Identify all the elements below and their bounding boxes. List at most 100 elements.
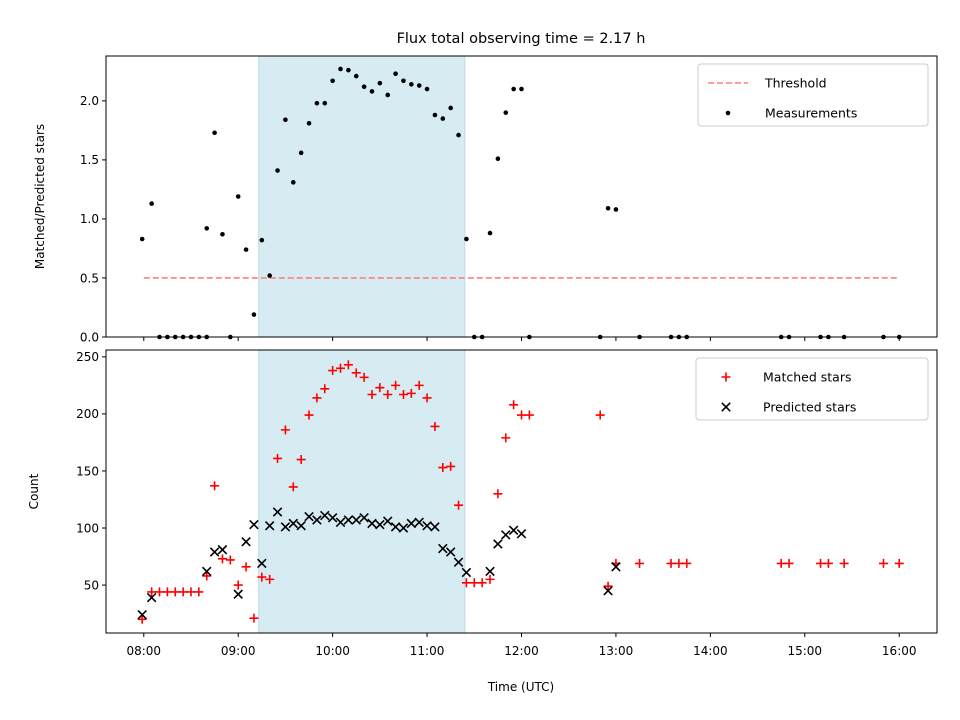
matched-star-point [328,366,338,376]
predicted-star-point [611,562,621,572]
y-tick-label: 150 [76,464,99,478]
matched-star-point [194,587,204,597]
predicted-star-point [485,566,495,577]
x-tick-label: 09:00 [221,644,256,658]
matched-star-point [509,400,519,410]
predicted-star-point [272,507,283,517]
chart-title: Flux total observing time = 2.17 h [397,31,646,47]
measurement-point [613,207,619,212]
measurement-point [204,226,210,231]
measurement-point [338,66,343,72]
matched-star-point [343,360,353,370]
measurement-point [464,236,469,242]
x-tick-label: 08:00 [126,644,161,658]
legend-label: Matched stars [763,370,851,385]
predicted-star-point [375,519,385,530]
y-tick-label: 1.0 [80,212,99,226]
matched-star-point [595,410,605,420]
matched-star-point [477,578,487,588]
predicted-star-point [257,558,267,569]
matched-star-point [524,410,534,420]
x-tick-label: 15:00 [787,644,822,658]
matched-star-point [210,481,220,491]
matched-star-point [233,580,243,590]
observing-window-shade [258,55,466,338]
predicted-star-point [422,520,432,531]
legend-box [697,63,929,127]
measurement-point [139,236,145,242]
matched-star-point [265,574,275,584]
top-x-tick-marks [143,337,900,341]
predicted-star-point [288,518,299,529]
matched-star-point [257,572,267,582]
predicted-star-point [280,522,291,532]
predicted-star-point [500,530,511,540]
predicted-star-point [233,589,243,599]
matched-star-point [225,555,235,565]
predicted-star-point [453,557,464,568]
measurement-point [440,116,446,121]
measurement-point [149,201,154,206]
predicted-star-point [438,543,448,554]
matched-star-point [273,453,283,463]
predicted-star-point [414,517,424,528]
matched-star-point [241,562,251,572]
predicted-star-point [445,547,456,557]
legend-measurements-handle [725,110,731,116]
legend-matched-handle [721,372,731,382]
predicted-star-point [320,510,330,521]
top-panel: Flux total observing time = 2.17 h 0.00.… [33,31,938,344]
matched-star-point [391,380,401,390]
measurement-point [409,82,414,87]
x-tick-label: 11:00 [410,644,445,658]
y-tick-label: 2.0 [80,94,99,108]
matched-star-point [839,558,849,568]
measurement-point [251,312,257,317]
measurement-point [346,67,351,73]
matched-star-point [162,587,172,597]
y-tick-label: 100 [76,521,99,535]
matched-star-point [682,558,692,568]
measurement-point [401,78,406,84]
matched-star-point [375,383,385,393]
x-tick-label: 13:00 [599,644,634,658]
matched-star-point [823,558,833,568]
matched-star-point [249,613,259,623]
bottom-y-axis-label: Count [27,473,41,509]
matched-star-point [878,558,888,568]
matched-star-point [155,587,165,597]
x-tick-label: 14:00 [693,644,728,658]
predicted-star-point [201,566,212,577]
matched-star-point [320,384,330,394]
predicted-star-point [217,544,228,555]
measurement-point [495,156,501,162]
matched-star-point [178,587,188,597]
measurement-point [243,247,249,252]
measurement-point [448,105,453,111]
measurement-point [275,168,280,173]
bottom-panel: 50 100 150 200 250 08:00 09:00 10:00 11:00 12:00… [27,349,938,694]
legend-label: Threshold [764,76,827,91]
predicted-star-point [249,519,259,530]
measurement-point [298,150,304,156]
measurement-point [314,100,320,106]
predicted-star-point [406,518,417,529]
matched-star-point [336,363,346,373]
predicted-star-point [508,525,519,536]
measurement-point [306,120,312,126]
measurement-point [283,117,288,123]
measurement-point [330,78,335,84]
legend-box [695,357,929,421]
bottom-y-ticks: 50 100 150 200 250 [76,350,106,592]
matched-star-point [147,587,157,597]
y-tick-label: 0.5 [80,271,99,285]
matched-star-point [485,574,495,584]
x-tick-label: 16:00 [882,644,917,658]
y-tick-label: 250 [76,350,99,364]
matched-star-point [202,571,212,581]
top-series [139,66,902,340]
matched-star-point [359,372,369,382]
predicted-star-point [493,539,503,549]
top-legend: Threshold Measurements [697,63,929,127]
